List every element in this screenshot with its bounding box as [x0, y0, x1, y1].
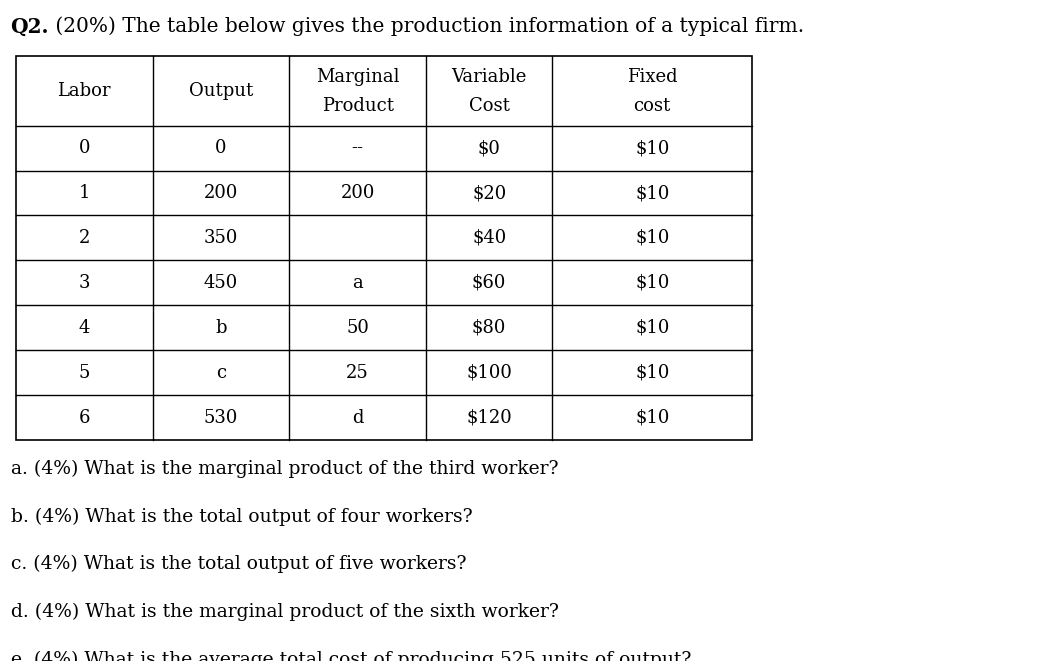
Text: $20: $20: [472, 184, 506, 202]
Text: (20%) The table below gives the production information of a typical firm.: (20%) The table below gives the producti…: [49, 17, 805, 36]
Text: Labor: Labor: [58, 82, 110, 100]
Text: Variable: Variable: [451, 68, 527, 86]
Text: $120: $120: [466, 408, 512, 427]
Text: b. (4%) What is the total output of four workers?: b. (4%) What is the total output of four…: [11, 508, 472, 526]
Text: $10: $10: [635, 184, 669, 202]
Text: Q2.: Q2.: [11, 17, 49, 36]
Text: Fixed: Fixed: [627, 68, 677, 86]
Text: $10: $10: [635, 274, 669, 292]
Text: d. (4%) What is the marginal product of the sixth worker?: d. (4%) What is the marginal product of …: [11, 603, 559, 621]
Text: a: a: [352, 274, 363, 292]
Text: 4: 4: [79, 319, 89, 337]
Text: a. (4%) What is the marginal product of the third worker?: a. (4%) What is the marginal product of …: [11, 460, 558, 479]
Text: Output: Output: [188, 82, 254, 100]
Text: $10: $10: [635, 229, 669, 247]
Text: $10: $10: [635, 364, 669, 382]
Text: $40: $40: [472, 229, 506, 247]
Text: 50: 50: [346, 319, 369, 337]
Text: 450: 450: [204, 274, 238, 292]
Text: Product: Product: [322, 97, 393, 115]
Text: 530: 530: [204, 408, 238, 427]
Text: 2: 2: [79, 229, 89, 247]
Text: 200: 200: [204, 184, 238, 202]
Text: --: --: [351, 139, 364, 157]
Text: c. (4%) What is the total output of five workers?: c. (4%) What is the total output of five…: [11, 555, 466, 574]
Text: $10: $10: [635, 319, 669, 337]
Text: $10: $10: [635, 408, 669, 427]
Text: Cost: Cost: [469, 97, 509, 115]
Text: $0: $0: [478, 139, 501, 157]
Text: d: d: [352, 408, 363, 427]
Text: 6: 6: [79, 408, 89, 427]
Text: 1: 1: [79, 184, 89, 202]
Text: e. (4%) What is the average total cost of producing 525 units of output?: e. (4%) What is the average total cost o…: [11, 650, 691, 661]
Text: 5: 5: [79, 364, 89, 382]
Text: c: c: [216, 364, 226, 382]
Text: 25: 25: [346, 364, 369, 382]
Text: $100: $100: [466, 364, 512, 382]
Text: 3: 3: [79, 274, 89, 292]
Text: 0: 0: [216, 139, 226, 157]
Text: 0: 0: [79, 139, 89, 157]
Text: $80: $80: [472, 319, 506, 337]
Text: b: b: [216, 319, 226, 337]
Text: 350: 350: [204, 229, 238, 247]
Text: $10: $10: [635, 139, 669, 157]
Text: Marginal: Marginal: [316, 68, 400, 86]
Text: 200: 200: [341, 184, 375, 202]
Text: $60: $60: [472, 274, 506, 292]
Text: cost: cost: [633, 97, 671, 115]
